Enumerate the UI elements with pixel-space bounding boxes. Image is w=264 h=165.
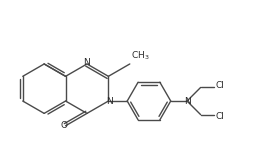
Text: Cl: Cl: [216, 112, 225, 121]
Text: N: N: [84, 58, 90, 67]
Text: N: N: [184, 97, 190, 106]
Text: N: N: [107, 97, 113, 106]
Text: Cl: Cl: [216, 81, 225, 90]
Text: CH$_3$: CH$_3$: [131, 49, 150, 62]
Text: O: O: [60, 121, 68, 130]
